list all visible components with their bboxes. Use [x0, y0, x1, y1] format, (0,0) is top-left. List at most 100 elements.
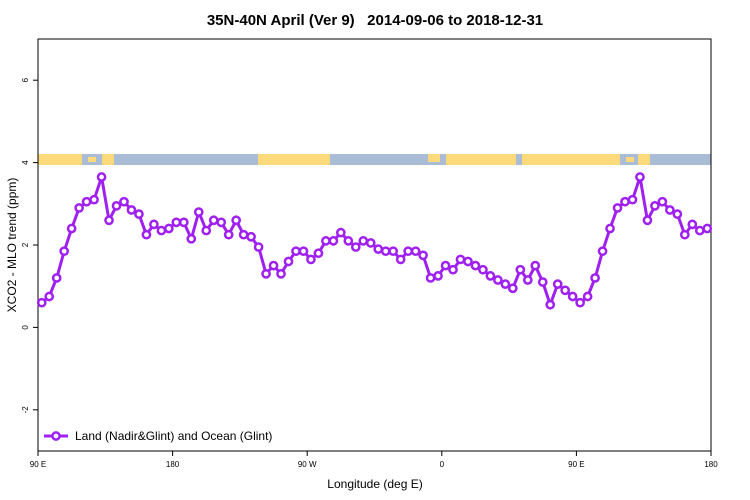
data-point — [104, 215, 114, 226]
data-point — [89, 194, 99, 205]
data-point — [306, 254, 316, 265]
data-point — [231, 215, 242, 226]
data-point — [440, 260, 451, 271]
data-point — [261, 268, 271, 279]
data-point — [485, 271, 496, 281]
y-tick-label: 2 — [21, 242, 30, 247]
data-point — [149, 219, 159, 230]
data-point — [268, 260, 279, 271]
data-point — [545, 299, 556, 310]
y-tick-label: -2 — [21, 406, 30, 414]
x-tick-label: 90 E — [568, 460, 584, 469]
data-point — [74, 203, 84, 213]
data-point — [515, 264, 526, 275]
data-point — [186, 233, 197, 244]
data-point — [500, 279, 511, 289]
data-point — [134, 209, 144, 219]
data-point — [672, 209, 683, 219]
data-point — [126, 205, 137, 215]
data-point — [343, 236, 354, 246]
data-point — [178, 217, 189, 228]
data-point — [537, 277, 548, 287]
x-tick-label: 90 W — [298, 460, 317, 469]
data-point — [702, 223, 713, 234]
data-point — [119, 196, 129, 207]
data-point — [291, 246, 301, 257]
data-point — [253, 242, 264, 252]
data-point — [657, 196, 668, 207]
data-point — [380, 246, 391, 257]
data-point — [66, 223, 77, 234]
data-point — [298, 246, 309, 257]
data-point — [650, 201, 660, 211]
data-point — [522, 275, 533, 285]
data-point — [328, 236, 339, 246]
data-point — [455, 254, 466, 265]
data-point — [44, 291, 55, 302]
data-point — [582, 291, 593, 302]
data-point — [433, 271, 443, 281]
data-point — [36, 297, 47, 308]
data-point — [530, 260, 541, 271]
data-point — [358, 236, 369, 246]
data-point — [478, 264, 488, 275]
data-point — [448, 264, 458, 275]
data-point — [246, 231, 256, 242]
data-point — [507, 283, 518, 294]
data-point — [164, 223, 174, 234]
data-point — [418, 250, 428, 261]
data-point — [313, 248, 324, 259]
data-point — [216, 217, 227, 228]
data-point — [350, 242, 361, 252]
y-tick-label: 6 — [21, 77, 30, 82]
data-point — [59, 246, 70, 257]
data-point — [373, 244, 384, 254]
data-point — [276, 268, 286, 279]
data-point — [627, 194, 638, 205]
data-point — [635, 172, 645, 182]
y-axis-label: XCO2 - MLO trend (ppm) — [5, 178, 19, 313]
data-point — [687, 219, 698, 230]
data-point — [238, 229, 249, 240]
data-point — [575, 297, 585, 308]
data-point — [223, 229, 234, 240]
data-point — [605, 223, 615, 234]
data-point — [552, 279, 563, 289]
x-tick-label: 180 — [704, 460, 718, 469]
data-point — [642, 215, 653, 226]
data-point — [321, 236, 331, 246]
data-point — [410, 246, 421, 257]
data-point — [201, 225, 212, 236]
data-point — [567, 291, 578, 302]
data-point — [111, 201, 122, 211]
data-point — [208, 215, 219, 226]
data-point — [388, 246, 399, 257]
data-point — [171, 217, 182, 228]
data-point — [81, 196, 92, 207]
legend-label: Land (Nadir&Glint) and Ocean (Glint) — [75, 429, 272, 443]
x-tick-label: 180 — [166, 460, 180, 469]
data-point — [590, 273, 600, 283]
data-point — [96, 172, 107, 182]
y-tick-label: 0 — [21, 325, 30, 330]
data-point — [470, 260, 481, 271]
x-tick-label: 0 — [440, 460, 445, 469]
data-point — [336, 227, 346, 238]
x-tick-label: 90 E — [30, 460, 46, 469]
land-ocean-strip — [38, 154, 711, 165]
data-point — [51, 273, 62, 283]
data-point — [665, 205, 675, 215]
data-point — [156, 225, 167, 236]
data-point — [679, 229, 690, 240]
chart-title: 35N-40N April (Ver 9) 2014-09-06 to 2018… — [207, 12, 543, 29]
data-point — [365, 238, 376, 248]
data-point — [620, 196, 630, 207]
x-axis-label: Longitude (deg E) — [327, 477, 422, 491]
data-point — [612, 203, 623, 213]
data-point — [395, 254, 406, 265]
legend-marker — [51, 431, 61, 441]
data-point — [493, 275, 503, 285]
y-tick-label: 4 — [21, 160, 30, 165]
data-point — [141, 229, 152, 240]
